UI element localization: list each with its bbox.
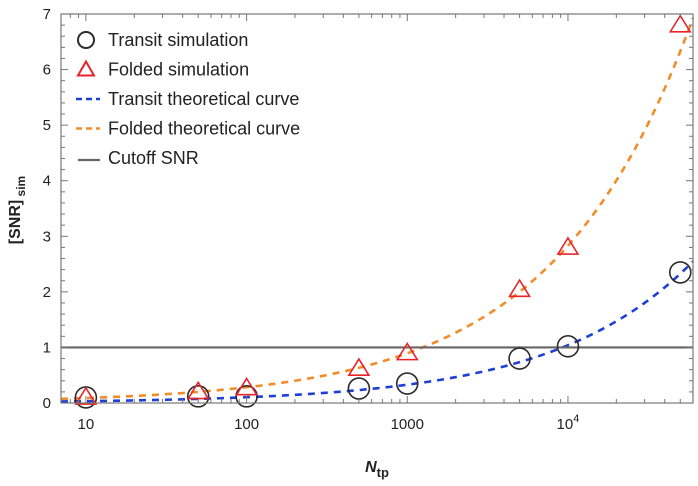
- x-tick-label-text: 100: [234, 416, 259, 433]
- y-tick-label: 7: [43, 6, 51, 23]
- y-tick-label: 4: [43, 173, 51, 190]
- x-tick-label: 104: [557, 413, 580, 433]
- x-tick-label-exponent: 4: [573, 413, 579, 425]
- transit-point: [235, 385, 258, 408]
- x-tick-label-text: 10: [78, 416, 95, 433]
- folded-point: [556, 236, 580, 255]
- legend: Transit simulation Folded simulation Trans…: [76, 30, 300, 168]
- x-axis-title-sub: tp: [377, 465, 389, 480]
- y-axis-title: [SNR] sim: [7, 176, 28, 244]
- folded-point: [74, 386, 98, 405]
- folded-point: [347, 357, 371, 376]
- legend-label: Cutoff SNR: [108, 148, 199, 168]
- plot-area: [61, 14, 693, 403]
- transit-point: [395, 372, 419, 395]
- legend-triangle-marker: [76, 59, 96, 77]
- legend-label: Folded theoretical curve: [108, 119, 300, 139]
- legend-label: Folded simulation: [108, 60, 249, 80]
- x-tick-label: 1000: [391, 416, 424, 433]
- y-tick-label: 6: [43, 62, 51, 79]
- legend-label: Transit simulation: [108, 30, 248, 50]
- legend-circle-marker: [77, 31, 95, 49]
- folded-point: [508, 278, 531, 298]
- transit-point: [668, 261, 692, 284]
- folded-point: [186, 380, 210, 400]
- x-tick-label-text: 1000: [391, 416, 424, 433]
- x-axis-title-main: N: [365, 459, 377, 476]
- series-curve-2: [60, 260, 694, 403]
- y-axis: 0 1 2 3 4 5 6 7: [43, 6, 693, 412]
- x-axis-title: Ntp: [365, 459, 389, 480]
- transit-point: [556, 335, 580, 358]
- y-axis-title-sub: sim: [14, 176, 28, 200]
- plot-frame: [60, 13, 694, 404]
- folded-point: [235, 376, 258, 396]
- series-curve-3: [60, 17, 695, 401]
- x-tick-label: 10: [78, 416, 95, 433]
- y-tick-label: 3: [43, 228, 51, 245]
- folded-point: [668, 14, 692, 33]
- x-tick-label-text: 10: [557, 416, 574, 433]
- x-axis: 10 100 1000 104: [60, 14, 694, 433]
- transit-point: [508, 347, 531, 370]
- legend-label: Transit theoretical curve: [108, 89, 299, 109]
- transit-point: [186, 385, 210, 408]
- y-tick-label: 5: [43, 117, 51, 134]
- y-tick-label: 0: [43, 395, 51, 412]
- y-axis-title-main: [SNR]: [7, 200, 24, 244]
- y-tick-label: 1: [43, 339, 51, 356]
- curves-layer: [60, 17, 695, 403]
- folded-point: [395, 341, 419, 361]
- x-tick-label: 100: [234, 416, 259, 433]
- y-tick-label: 2: [43, 284, 51, 301]
